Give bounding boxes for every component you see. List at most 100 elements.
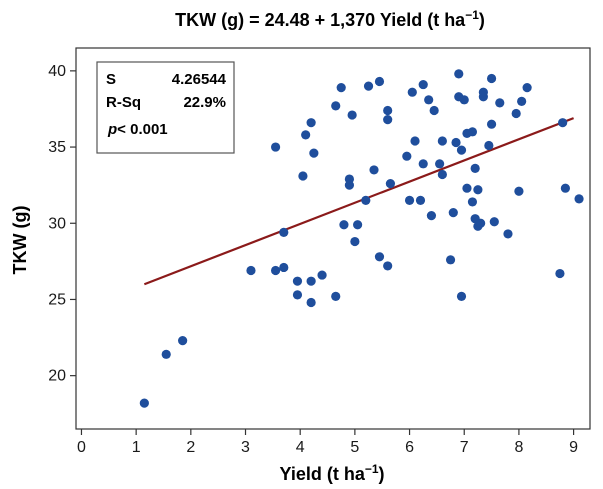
data-point <box>418 79 428 90</box>
data-point <box>473 185 483 195</box>
data-point <box>410 136 420 146</box>
stat-s-value: 4.26544 <box>172 71 227 88</box>
data-point <box>456 291 467 302</box>
data-point <box>161 349 171 359</box>
data-point <box>486 119 497 129</box>
data-point <box>424 95 434 105</box>
x-tick-label: 9 <box>569 439 578 456</box>
stat-rsq-label: R-Sq <box>106 94 141 111</box>
data-point <box>467 127 478 137</box>
data-point <box>292 290 303 300</box>
stat-p: p< 0.001 <box>107 121 168 138</box>
data-point <box>470 163 480 173</box>
regression-line-group <box>143 117 574 286</box>
x-axis-title-main: Yield (t ha <box>279 464 365 484</box>
data-points <box>139 69 584 408</box>
data-point <box>344 174 355 184</box>
data-point <box>407 87 417 97</box>
x-tick-label: 3 <box>241 439 250 456</box>
y-tick-label: 30 <box>48 215 66 232</box>
data-point <box>404 195 415 205</box>
data-point <box>456 145 467 155</box>
stat-p-label: p <box>107 121 117 138</box>
data-point <box>418 159 428 169</box>
x-tick-label: 4 <box>296 439 305 456</box>
data-point <box>350 236 360 247</box>
y-axis-title: TKW (g) <box>10 206 30 275</box>
data-point <box>522 83 532 93</box>
data-point <box>467 197 478 207</box>
data-point <box>347 110 357 120</box>
data-point <box>385 179 396 189</box>
stat-p-value: < 0.001 <box>117 121 167 138</box>
y-tick-label: 20 <box>48 368 66 385</box>
data-point <box>503 229 513 239</box>
x-tick-label: 8 <box>514 439 523 456</box>
data-point <box>301 130 311 140</box>
x-tick-label: 6 <box>405 439 414 456</box>
data-point <box>574 194 584 204</box>
data-point <box>426 211 437 221</box>
chart-title-main: TKW (g) = 24.48 + 1,370 Yield (t ha <box>175 10 466 30</box>
y-tick-label: 35 <box>48 139 66 156</box>
data-point <box>361 195 371 205</box>
data-point <box>369 165 379 175</box>
data-point <box>339 220 349 230</box>
chart-title: TKW (g) = 24.48 + 1,370 Yield (t ha−1) <box>175 8 485 30</box>
data-point <box>478 87 488 97</box>
data-point <box>270 265 281 276</box>
plot-area-frame <box>75 47 591 430</box>
data-point <box>402 151 412 161</box>
x-tick-label: 7 <box>460 439 469 456</box>
x-axis: 0 1 2 3 4 5 6 7 8 9 <box>77 429 578 456</box>
y-axis: 20 25 30 35 40 <box>48 63 76 385</box>
data-point <box>486 73 497 84</box>
data-point <box>489 217 499 227</box>
data-point <box>517 96 527 106</box>
data-point <box>555 268 565 279</box>
data-point <box>437 136 447 146</box>
data-point <box>336 83 346 93</box>
data-point <box>139 398 149 408</box>
data-point <box>462 183 472 193</box>
stats-box-frame <box>96 61 235 154</box>
data-point <box>292 276 303 286</box>
data-point <box>383 115 393 125</box>
data-point <box>558 118 568 128</box>
data-point <box>331 101 341 111</box>
data-point <box>178 336 188 346</box>
x-axis-title: Yield (t ha−1) <box>279 462 384 484</box>
x-axis-title-superscript: −1 <box>365 462 379 476</box>
data-point <box>383 261 393 271</box>
chart-title-superscript: −1 <box>465 8 479 22</box>
x-tick-label: 2 <box>186 439 195 456</box>
stats-box: S 4.26544 R-Sq 22.9% p< 0.001 <box>96 61 235 154</box>
data-point <box>309 148 319 158</box>
data-point <box>454 69 464 79</box>
data-point <box>435 159 445 169</box>
data-point <box>246 265 256 276</box>
y-tick-label: 40 <box>48 63 66 80</box>
x-tick-label: 1 <box>132 439 141 456</box>
data-point <box>437 169 447 180</box>
regression-line <box>143 117 574 286</box>
data-point <box>415 195 426 205</box>
y-tick-label: 25 <box>48 291 66 308</box>
stat-s-label: S <box>106 71 116 88</box>
data-point <box>270 142 281 152</box>
data-point <box>495 98 505 108</box>
data-point <box>306 276 316 286</box>
x-tick-label: 5 <box>350 439 359 456</box>
data-point <box>383 105 393 116</box>
data-point <box>279 262 289 273</box>
data-point <box>514 186 524 196</box>
data-point <box>429 105 439 116</box>
data-point <box>363 81 374 91</box>
data-point <box>476 218 486 228</box>
data-point <box>306 118 316 128</box>
stat-rsq-value: 22.9% <box>183 94 226 111</box>
data-point <box>353 220 363 230</box>
data-point <box>445 255 456 265</box>
data-point <box>279 227 289 238</box>
